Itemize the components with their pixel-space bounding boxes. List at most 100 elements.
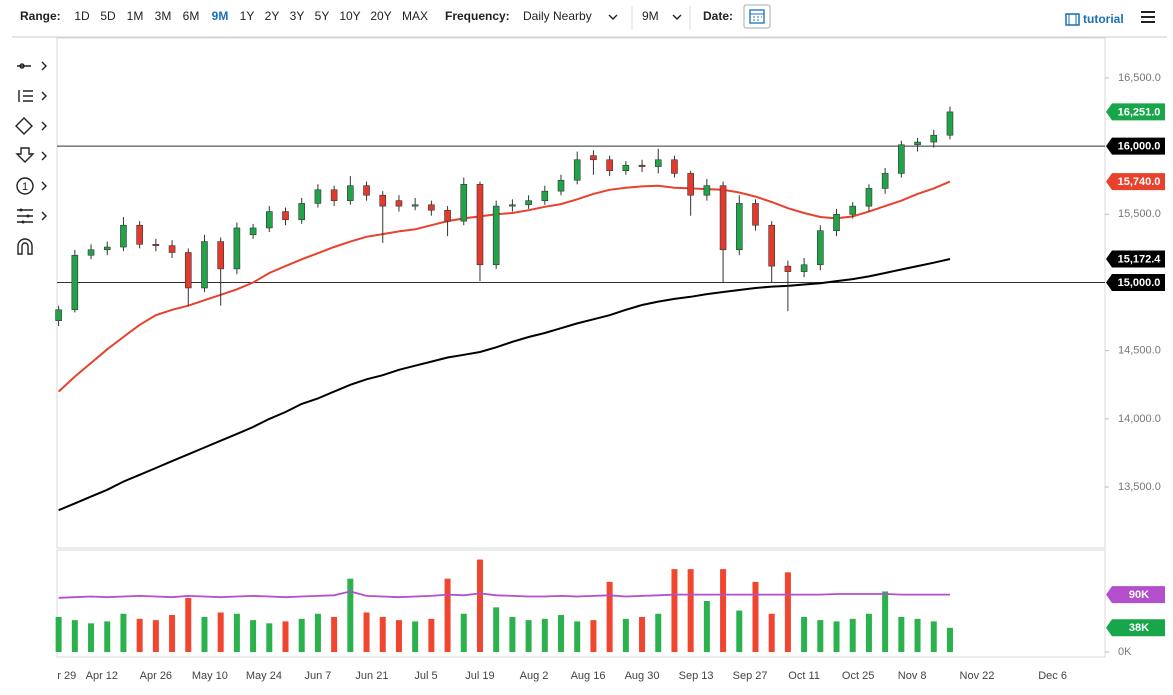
x-tick-label: Aug 30 xyxy=(625,670,660,682)
tool-arrow[interactable] xyxy=(15,147,47,163)
candle-body xyxy=(201,241,208,289)
price-label: 15,740.0 xyxy=(1118,176,1161,188)
volume-bar xyxy=(331,616,338,652)
range-button[interactable]: 3Y xyxy=(290,9,305,23)
tool-magnet[interactable] xyxy=(17,238,33,255)
candle-body xyxy=(849,205,857,215)
candle-body xyxy=(428,204,435,211)
x-tick-label: Jun 21 xyxy=(355,670,388,682)
range-label: Range: xyxy=(20,9,61,23)
candle-body xyxy=(120,224,127,248)
volume-bar xyxy=(525,620,532,652)
price-label-box xyxy=(1106,137,1165,155)
candle-body xyxy=(71,254,79,311)
period-select[interactable]: 9M xyxy=(642,9,659,23)
frequency-label: Frequency: xyxy=(445,9,510,23)
range-button[interactable]: 2Y xyxy=(265,9,280,23)
range-button[interactable]: 1M xyxy=(127,9,144,23)
volume-bar xyxy=(914,618,921,652)
candle-body xyxy=(298,203,306,221)
range-button[interactable]: 3M xyxy=(155,9,172,23)
chevron[interactable] xyxy=(672,14,682,20)
volume-bar xyxy=(687,569,694,652)
candle-body xyxy=(865,188,873,207)
candle-body xyxy=(136,224,143,245)
volume-bar xyxy=(833,621,840,652)
volume-bar xyxy=(801,616,808,652)
candle-body xyxy=(476,184,484,266)
volume-bar xyxy=(590,620,597,652)
candle-body xyxy=(411,204,419,207)
volume-bar xyxy=(865,613,872,652)
range-button[interactable]: MAX xyxy=(402,9,428,23)
candle-body xyxy=(768,224,775,267)
tool-note[interactable]: 1 xyxy=(16,177,47,195)
candle-body xyxy=(638,164,646,167)
y-tick-label: 13,500.0 xyxy=(1118,481,1161,493)
range-button[interactable]: 1Y xyxy=(240,9,255,23)
candle-body xyxy=(460,184,468,222)
chevron[interactable] xyxy=(608,14,618,20)
volume-bar xyxy=(314,613,321,652)
tutorial-text[interactable]: tutorial xyxy=(1083,12,1124,26)
frequency-select[interactable]: Daily Nearby xyxy=(523,9,592,23)
price-label: 16,000.0 xyxy=(1118,141,1161,153)
volume-bar xyxy=(298,618,305,652)
volume-bar xyxy=(671,569,678,652)
candle-body xyxy=(103,246,111,251)
candle-body xyxy=(703,185,711,196)
tool-number: 1 xyxy=(22,181,28,193)
range-button[interactable]: 6M xyxy=(183,9,200,23)
volume-panel xyxy=(56,549,1106,658)
candle-body xyxy=(881,173,889,189)
moving-average xyxy=(58,258,951,512)
range-button[interactable]: 10Y xyxy=(339,9,360,23)
volume-bar xyxy=(930,621,937,652)
candle-body xyxy=(573,159,581,181)
y-tick-label: 14,000.0 xyxy=(1118,413,1161,425)
range-button[interactable]: 20Y xyxy=(370,9,391,23)
volume-bar xyxy=(784,572,791,652)
range-button[interactable]: 5D xyxy=(100,9,116,23)
candle-body xyxy=(687,173,694,196)
range-button[interactable]: 5Y xyxy=(315,9,330,23)
x-tick-label: Sep 27 xyxy=(733,670,768,682)
volume-bar xyxy=(379,616,386,652)
candle-body xyxy=(557,179,565,192)
candle-body xyxy=(249,227,257,236)
price-label: 15,172.4 xyxy=(1118,253,1162,265)
volume-bar xyxy=(55,616,62,652)
range-button[interactable]: 1D xyxy=(74,9,90,23)
candle-body xyxy=(330,189,338,201)
candle-body xyxy=(946,111,954,136)
volume-bar xyxy=(347,578,354,652)
candle-body xyxy=(930,134,938,143)
volume-bar xyxy=(233,613,240,652)
candle-body xyxy=(541,190,549,201)
volume-bar xyxy=(88,623,95,652)
candle-body xyxy=(833,214,840,231)
x-tick-label: Nov 22 xyxy=(960,670,995,682)
candle-body xyxy=(509,204,516,207)
tool-shape[interactable] xyxy=(15,117,47,135)
tool-settings[interactable] xyxy=(17,208,47,224)
tool-line[interactable] xyxy=(17,61,47,71)
x-tick-label: Jun 7 xyxy=(304,670,331,682)
price-label-box xyxy=(1106,173,1165,191)
menu-button[interactable] xyxy=(1141,11,1155,23)
candle-body xyxy=(168,245,176,253)
range-button[interactable]: 9M xyxy=(212,9,229,23)
volume-bar xyxy=(509,616,516,652)
tutorial-link[interactable]: tutorial xyxy=(1065,12,1124,26)
tool-fib[interactable] xyxy=(18,90,47,102)
volume-bar xyxy=(720,569,727,652)
price-label-box xyxy=(1106,250,1165,268)
price-label-box xyxy=(1106,586,1165,604)
calendar-button[interactable] xyxy=(743,4,771,29)
candle-body xyxy=(217,241,224,270)
x-tick-label: Sep 13 xyxy=(679,670,714,682)
volume-bar xyxy=(703,601,710,652)
candle-body xyxy=(800,264,808,272)
